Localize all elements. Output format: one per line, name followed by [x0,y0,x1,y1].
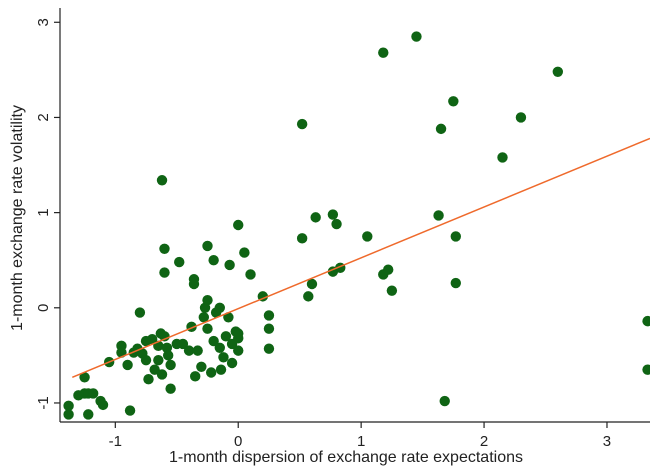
data-point [140,354,152,366]
data-point [208,255,219,266]
data-point [497,152,508,163]
data-point [263,310,275,321]
data-point [450,231,461,242]
data-point [214,302,225,313]
y-tick-label: 0 [35,304,52,312]
data-point [642,315,650,327]
data-point [134,307,146,318]
data-point [450,277,461,289]
data-point [642,364,650,375]
data-point [303,291,314,302]
data-point [306,278,318,290]
data-point [79,372,90,383]
data-point [159,243,170,254]
data-point [146,334,158,345]
data-point [190,371,201,382]
data-point [122,359,133,371]
data-point [202,240,213,252]
data-point [435,123,447,135]
data-point [382,264,394,275]
data-point [362,231,373,242]
x-tick-label: 2 [480,433,488,450]
data-point [63,409,74,420]
data-point [87,388,99,399]
data-point [198,312,210,323]
data-point [233,219,244,231]
data-point [202,323,213,334]
data-point [233,345,244,356]
data-point [208,335,219,347]
y-axis-title: 1-month exchange rate volatility [9,105,26,331]
data-point [296,233,308,244]
data-point [63,400,74,412]
data-point [156,369,168,380]
x-tick-label: -1 [109,433,122,450]
x-tick-label: 0 [234,433,242,450]
data-point [433,210,444,221]
fit-line [72,137,650,378]
data-point [183,345,195,356]
data-point [378,47,389,58]
x-tick-label: 3 [603,433,611,450]
data-point [149,364,160,375]
data-point [310,212,321,223]
y-tick-label: 2 [35,113,52,121]
data-point [116,340,127,352]
data-point [331,218,342,230]
data-point [226,357,238,369]
data-point [263,343,275,354]
x-tick-label: 1 [357,433,365,450]
data-point [97,399,109,411]
data-point [83,409,94,420]
data-point [162,350,174,361]
data-point [159,267,170,278]
data-point [165,383,176,394]
data-point [196,361,207,372]
data-point [156,175,168,186]
data-point [296,118,308,130]
data-point [215,364,227,375]
y-tick-label: -1 [35,396,52,409]
y-tick-label: 3 [35,18,52,26]
data-point [239,247,250,258]
data-point [552,66,564,77]
data-point [327,209,339,220]
data-point [165,359,176,371]
data-point [192,345,203,356]
data-point [143,373,154,385]
data-point [245,269,256,280]
data-point [220,331,232,342]
y-tick-label: 1 [35,208,52,216]
data-point [224,259,235,271]
x-axis-title: 1-month dispersion of exchange rate expe… [169,449,523,466]
data-point [218,352,229,363]
data-point [233,328,244,339]
data-point [177,338,189,350]
data-point [263,323,275,334]
data-point [411,31,422,42]
data-point [153,354,164,366]
data-point [515,112,527,123]
data-point [159,331,170,342]
data-point [174,256,185,268]
data-point [124,405,136,416]
data-point [386,285,398,296]
data-point [205,367,217,378]
data-point [439,395,450,407]
data-point [223,312,234,323]
data-point [188,274,200,285]
data-point [214,342,225,353]
data-point [448,96,459,107]
plot-area: -1 0 1 2 3 -1 0 1 2 3 [35,8,650,450]
data-point [202,294,213,306]
